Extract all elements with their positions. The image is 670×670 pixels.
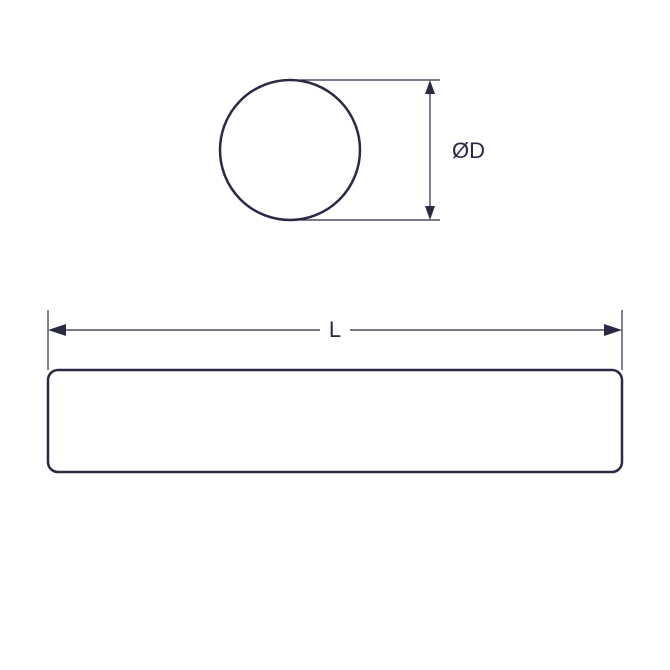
shaft-side-rect (48, 370, 622, 472)
length-arrow-right (604, 324, 622, 336)
shaft-end-circle (220, 80, 360, 220)
length-arrow-left (48, 324, 66, 336)
technical-drawing-canvas: ØD L (0, 0, 670, 670)
dim-arrow-bottom (425, 206, 435, 220)
dim-arrow-top (425, 80, 435, 94)
drawing-svg: ØD L (0, 0, 670, 670)
diameter-label: ØD (452, 138, 485, 163)
length-label: L (329, 317, 341, 342)
